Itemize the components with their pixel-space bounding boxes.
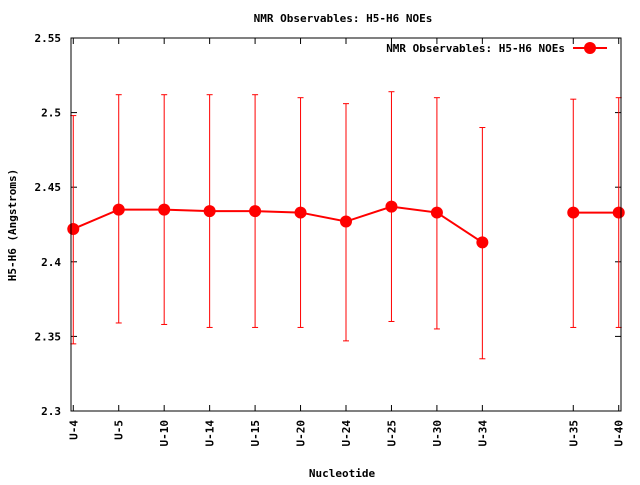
y-tick-label: 2.4 xyxy=(41,256,61,269)
x-tick-label: U-34 xyxy=(476,420,489,447)
legend-label: NMR Observables: H5-H6 NOEs xyxy=(386,42,565,55)
data-points xyxy=(67,200,625,249)
legend-marker xyxy=(584,42,596,54)
data-point xyxy=(67,222,80,235)
legend: NMR Observables: H5-H6 NOEs xyxy=(386,42,607,55)
y-tick-label: 2.5 xyxy=(41,107,61,120)
x-tick-label: U-14 xyxy=(204,420,217,447)
x-axis-ticks: U-4 U-5 U-10 U-14 U-15 U-20 U-24 U-25 U-30 U-34 U-… xyxy=(67,38,626,447)
x-tick-label: U-4 xyxy=(67,420,80,440)
data-point xyxy=(340,215,352,228)
data-point xyxy=(203,205,216,218)
x-tick-label: U-15 xyxy=(249,420,262,447)
data-point xyxy=(612,206,625,219)
data-point xyxy=(294,206,307,219)
y-axis-label: H5-H6 (Angstroms) xyxy=(6,169,19,282)
x-tick-label: U-20 xyxy=(295,420,308,447)
x-tick-label: U-24 xyxy=(340,420,353,447)
x-tick-label: U-10 xyxy=(158,420,171,447)
y-tick-label: 2.45 xyxy=(35,181,62,194)
data-point xyxy=(158,203,171,216)
series-line xyxy=(72,205,483,244)
data-point xyxy=(430,206,443,219)
data-point xyxy=(567,206,580,219)
x-tick-label: U-30 xyxy=(431,420,444,447)
y-tick-label: 2.35 xyxy=(35,330,62,343)
x-tick-label: U-35 xyxy=(567,420,580,447)
y-tick-label: 2.55 xyxy=(35,32,62,45)
data-point xyxy=(476,236,489,249)
x-tick-label: U-5 xyxy=(113,420,126,440)
x-axis-label: Nucleotide xyxy=(309,467,376,480)
plot-frame xyxy=(70,37,622,412)
x-tick-label: U-40 xyxy=(613,420,626,447)
chart-title: NMR Observables: H5-H6 NOEs xyxy=(254,12,433,25)
data-point xyxy=(249,205,262,218)
y-axis-ticks: 2.3 2.35 2.4 2.45 2.5 2.55 xyxy=(35,32,621,418)
data-point xyxy=(112,203,125,216)
x-tick-label: U-25 xyxy=(385,420,398,447)
data-point xyxy=(385,200,398,213)
series-lines xyxy=(72,205,619,244)
y-tick-label: 2.3 xyxy=(41,405,61,418)
